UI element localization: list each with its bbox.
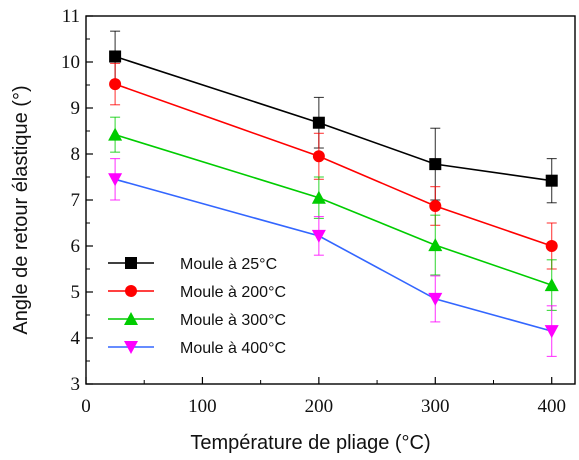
data-point bbox=[545, 240, 558, 252]
plot-area: 0 100 200 300 400 3 4 5 6 7 8 9 10 11 bbox=[61, 6, 576, 417]
y-tick-label: 8 bbox=[71, 144, 81, 165]
x-axis-title: Température de pliage (°C) bbox=[190, 432, 430, 454]
series-line bbox=[114, 178, 552, 332]
x-tick-label: 400 bbox=[537, 396, 566, 417]
data-point bbox=[311, 190, 326, 204]
legend-entry: Moule à 200°C bbox=[108, 284, 286, 301]
data-point bbox=[311, 229, 326, 243]
series-1 bbox=[109, 30, 558, 204]
legend-label: Moule à 300°C bbox=[180, 312, 286, 329]
data-point bbox=[312, 116, 325, 129]
data-point bbox=[428, 238, 443, 252]
y-axis-title: Angle de retour élastique (°) bbox=[10, 85, 32, 334]
y-tick-label: 7 bbox=[71, 190, 81, 211]
series-3 bbox=[108, 116, 559, 311]
legend-entry: Moule à 25°C bbox=[108, 256, 277, 273]
data-point bbox=[429, 158, 442, 171]
data-point bbox=[312, 150, 325, 163]
data-point bbox=[544, 325, 559, 339]
y-tick-label: 10 bbox=[61, 52, 80, 73]
legend-label: Moule à 400°C bbox=[180, 340, 286, 357]
data-point bbox=[109, 78, 122, 91]
series-line bbox=[114, 133, 552, 286]
data-point bbox=[428, 292, 443, 306]
legend-marker bbox=[124, 341, 138, 354]
legend-marker bbox=[125, 285, 137, 297]
x-tick-label: 0 bbox=[81, 396, 91, 417]
data-point bbox=[544, 278, 559, 292]
data-point bbox=[108, 127, 123, 141]
series-2 bbox=[109, 62, 558, 270]
legend-entry: Moule à 300°C bbox=[108, 312, 286, 329]
legend-marker bbox=[124, 312, 138, 325]
data-point bbox=[109, 50, 122, 63]
series-4 bbox=[108, 158, 559, 357]
data-point bbox=[429, 199, 442, 212]
x-tick-label: 200 bbox=[305, 396, 334, 417]
legend-entry: Moule à 400°C bbox=[108, 340, 286, 357]
x-tick-label: 100 bbox=[188, 396, 217, 417]
legend-marker bbox=[125, 257, 137, 269]
y-tick-label: 6 bbox=[71, 236, 81, 257]
legend-label: Moule à 200°C bbox=[180, 284, 286, 301]
data-point bbox=[108, 173, 123, 187]
legend: Moule à 25°C Moule à 200°C Moule à 300°C Mo… bbox=[108, 256, 286, 357]
y-tick-label: 11 bbox=[62, 6, 80, 27]
y-tick-label: 4 bbox=[71, 328, 81, 349]
series-line bbox=[114, 55, 552, 182]
y-tick-label: 5 bbox=[71, 282, 81, 303]
y-tick-label: 3 bbox=[71, 374, 81, 395]
y-tick-label: 9 bbox=[71, 98, 81, 119]
x-tick-label: 300 bbox=[421, 396, 450, 417]
data-point bbox=[545, 174, 558, 187]
legend-label: Moule à 25°C bbox=[180, 256, 277, 273]
series-line bbox=[114, 83, 552, 247]
